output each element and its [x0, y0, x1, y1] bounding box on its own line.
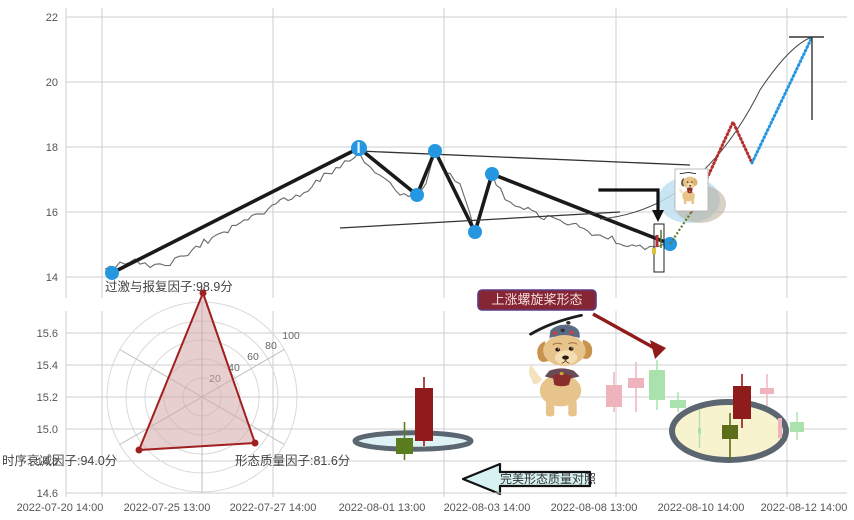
svg-text:形态质量因子:81.6分: 形态质量因子:81.6分 — [235, 454, 350, 468]
svg-text:2022-08-08 13:00: 2022-08-08 13:00 — [551, 502, 638, 514]
svg-text:60: 60 — [247, 351, 259, 363]
svg-text:2022-07-25 13:00: 2022-07-25 13:00 — [124, 502, 211, 514]
svg-text:时序衰减因子:94.0分: 时序衰减因子:94.0分 — [2, 453, 117, 468]
svg-text:15.4: 15.4 — [37, 360, 58, 372]
svg-text:15.2: 15.2 — [37, 392, 58, 404]
svg-text:2022-08-01 13:00: 2022-08-01 13:00 — [339, 502, 426, 514]
svg-text:2022-08-10 14:00: 2022-08-10 14:00 — [658, 502, 745, 514]
svg-text:100: 100 — [282, 330, 300, 342]
svg-text:2022-07-20 14:00: 2022-07-20 14:00 — [17, 502, 104, 514]
svg-text:15.6: 15.6 — [37, 328, 58, 340]
svg-text:2022-08-12 14:00: 2022-08-12 14:00 — [761, 502, 848, 514]
svg-text:14.6: 14.6 — [37, 488, 58, 500]
svg-text:2022-07-27 14:00: 2022-07-27 14:00 — [230, 502, 317, 514]
svg-text:15.0: 15.0 — [37, 424, 58, 436]
svg-text:2022-08-03 14:00: 2022-08-03 14:00 — [444, 502, 531, 514]
svg-text:80: 80 — [265, 340, 277, 352]
